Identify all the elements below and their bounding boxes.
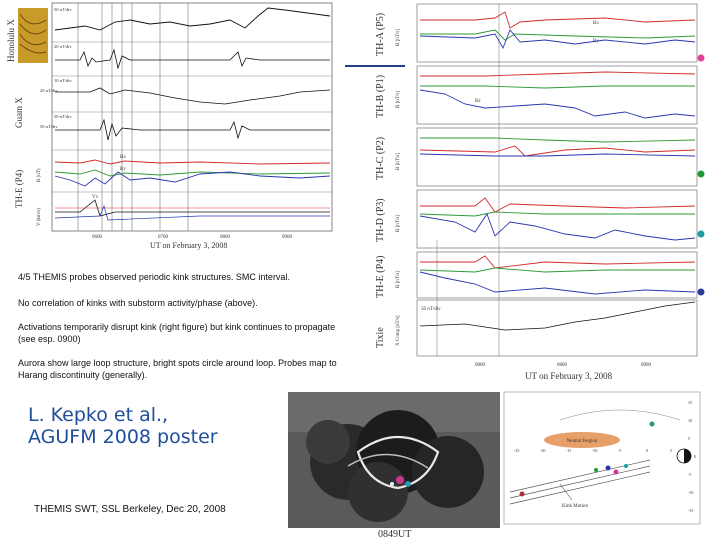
- orbit-x-tick-3: -10: [592, 448, 597, 453]
- field-label-by: By: [120, 167, 126, 172]
- orbit-x-tick-5: 0: [646, 448, 648, 453]
- dot-green: [697, 170, 705, 178]
- probe-label-b: TH-B (P1): [375, 75, 386, 118]
- unit-label-e: B [nT/s]: [396, 271, 401, 288]
- right-field-by: By: [593, 39, 599, 44]
- unit-label-d: B [nT/s]: [396, 215, 401, 232]
- right-x-tick-1: 0800: [557, 363, 568, 368]
- row-label-guam: Guam X: [14, 97, 24, 128]
- channel-label-0: 50 nT/div: [54, 7, 72, 12]
- orbit-y-tick-6: -15: [688, 508, 693, 513]
- aurora-timestamp: 0849UT: [378, 529, 412, 540]
- credit-text: L. Kepko et al., AGUFM 2008 poster: [28, 404, 218, 448]
- neutral-region: [544, 432, 620, 448]
- channel-label-4: 20 nT/div: [40, 88, 58, 93]
- channel-label-1: 20 nT/div: [54, 44, 72, 49]
- orbit-y-tick-0: 15: [688, 400, 692, 405]
- orbit-x-tick-2: -15: [566, 448, 571, 453]
- x-tick-3: 0900: [282, 235, 293, 240]
- probe-label-tixie: Tixie: [375, 327, 386, 348]
- honolulu-thumbnail: [18, 8, 48, 63]
- dot-teal: [697, 230, 705, 238]
- kink-motion-label: Kink Motion: [562, 504, 588, 509]
- channel-label-3: 50 nT/div: [54, 114, 72, 119]
- field-label-vx: Vx: [92, 195, 99, 200]
- dot-pink: [697, 54, 705, 62]
- orbit-x-tick-4: -5: [618, 448, 621, 453]
- note-3: Activations temporarily disrupt kink (ri…: [18, 322, 338, 344]
- right-x-tick-2: 0900: [641, 363, 652, 368]
- x-tick-0: 0600: [92, 235, 103, 240]
- note-4: Aurora show large loop structure, bright…: [18, 358, 340, 380]
- neutral-region-label: Neutral Region: [567, 439, 598, 444]
- probe-label-c: TH-C (P2): [375, 137, 386, 180]
- right-scale-label: 50 nT/div: [421, 307, 441, 312]
- x-tick-2: 0800: [220, 235, 231, 240]
- unit-label-tixie: X Comp [nT/s]: [396, 315, 401, 346]
- orbit-y-tick-5: -10: [688, 490, 693, 495]
- channel-label-7: V (km/s): [37, 208, 42, 226]
- orbit-y-tick-4: -5: [688, 472, 691, 477]
- orbit-y-tick-2: 5: [688, 436, 690, 441]
- unit-label-c: B [nT/s]: [396, 153, 401, 170]
- orbit-y-tick-1: 10: [688, 418, 692, 423]
- note-2: No correlation of kinks with substorm ac…: [18, 298, 258, 308]
- footer-text: THEMIS SWT, SSL Berkeley, Dec 20, 2008: [34, 504, 226, 515]
- orbit-x-tick-6: 5: [670, 448, 672, 453]
- left-stackplot: Honolulu X Guam X TH-E (P4) 50 nT/div 20…: [6, 2, 333, 250]
- orbit-x-tick-1: -20: [540, 448, 545, 453]
- channel-label-5: 50 nT/div: [40, 124, 58, 129]
- probe-label-a: TH-A (P5): [375, 13, 386, 56]
- dot-navy: [697, 288, 705, 296]
- channel-label-6: B (nT): [37, 168, 42, 182]
- probe-label-e: TH-E (P4): [375, 256, 386, 299]
- right-field-bx: Bx: [593, 21, 599, 26]
- aurora-mosaic: [288, 392, 500, 528]
- row-label-the: TH-E (P4): [14, 170, 24, 208]
- honolulu-x-trace: [54, 7, 331, 31]
- right-x-tick-0: 0800: [475, 363, 486, 368]
- orbit-y-tick-3: 0: [694, 454, 696, 459]
- note-1: 4/5 THEMIS probes observed periodic kink…: [18, 272, 290, 282]
- right-field-bz: Bz: [475, 99, 481, 104]
- probe-label-d: TH-D (P3): [375, 198, 386, 242]
- channel-label-2: 10 nT/div: [54, 78, 72, 83]
- orbit-x-tick-0: -25: [514, 448, 519, 453]
- right-x-axis-label: UT on February 3, 2008: [525, 371, 613, 381]
- right-stackplot: TH-A (P5) TH-B (P1) TH-C (P2) TH-D (P3) …: [345, 3, 705, 381]
- unit-label-b: B [nT/s]: [396, 91, 401, 108]
- x-axis-label: UT on February 3, 2008: [150, 241, 227, 250]
- row-label-honolulu: Honolulu X: [6, 19, 16, 62]
- x-tick-1: 0700: [158, 235, 169, 240]
- unit-label-a: B [nT/s]: [396, 29, 401, 46]
- orbit-diagram: Neutral Region Kink Motion -25 -20 -15 -…: [503, 391, 701, 525]
- field-label-bx: Bx: [120, 155, 126, 160]
